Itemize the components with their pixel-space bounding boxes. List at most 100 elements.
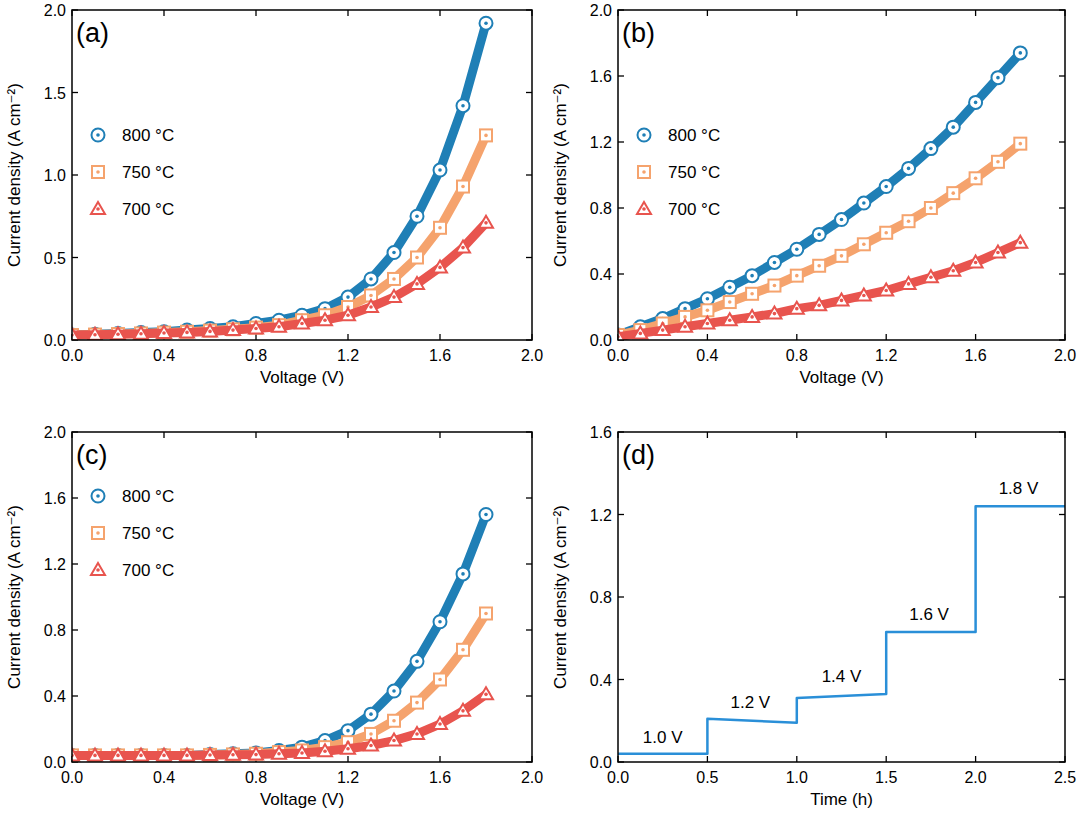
x-tick	[347, 334, 348, 340]
data-point	[273, 319, 285, 331]
marker-dot	[392, 251, 396, 255]
x-axis-label: Time (h)	[810, 790, 873, 809]
data-point	[411, 252, 423, 264]
data-point	[457, 181, 469, 193]
data-point	[135, 749, 148, 762]
x-tick-top	[886, 432, 887, 438]
data-point	[745, 310, 759, 322]
data-point	[925, 202, 937, 214]
series-band	[618, 53, 1020, 335]
marker-dot	[728, 300, 732, 304]
marker-dot	[346, 729, 350, 733]
x-tick-label: 0.0	[607, 769, 629, 786]
legend-marker	[92, 490, 105, 503]
y-tick	[72, 497, 78, 498]
data-point	[433, 717, 447, 729]
marker-dot	[817, 304, 821, 308]
series-band	[618, 243, 1020, 337]
marker-dot	[929, 276, 933, 280]
x-tick	[886, 334, 887, 340]
data-point	[227, 747, 240, 760]
data-point	[991, 71, 1004, 84]
y-tick-right	[1059, 141, 1065, 142]
marker-dot	[907, 282, 911, 286]
marker-dot	[116, 332, 120, 336]
marker-dot	[706, 297, 710, 301]
y-tick	[72, 257, 78, 258]
data-point	[858, 238, 870, 250]
marker-dot	[346, 313, 350, 317]
legend-label: 700 °C	[668, 200, 720, 219]
data-point	[272, 320, 286, 332]
x-tick-label: 1.6	[429, 769, 451, 786]
x-tick-label: 2.5	[1054, 769, 1076, 786]
data-point	[480, 608, 492, 620]
marker-dot	[484, 134, 488, 138]
marker-dot	[415, 214, 419, 218]
y-tick-label: 0.0	[590, 332, 612, 349]
marker-dot	[750, 315, 754, 319]
marker-dot	[929, 206, 933, 210]
x-tick-top	[796, 10, 797, 16]
marker-dot	[706, 322, 710, 326]
y-tick-right	[1059, 207, 1065, 208]
marker-dot	[415, 701, 419, 705]
marker-dot	[346, 747, 350, 751]
x-tick	[707, 334, 708, 340]
data-point	[480, 508, 493, 521]
data-point	[249, 748, 263, 760]
x-tick	[975, 334, 976, 340]
marker-dot	[93, 754, 97, 758]
x-tick-label: 1.0	[786, 769, 808, 786]
y-tick-right	[1059, 596, 1065, 597]
y-tick	[72, 563, 78, 564]
marker-dot	[438, 168, 442, 172]
marker-dot	[884, 289, 888, 293]
marker-dot	[185, 754, 189, 758]
marker-dot	[93, 754, 97, 758]
marker-dot	[862, 243, 866, 247]
y-tick	[618, 514, 624, 515]
y-tick-label: 1.6	[590, 68, 612, 85]
x-tick-label: 2.0	[1054, 347, 1076, 364]
y-tick-label: 0.5	[44, 250, 66, 267]
x-axis-label: Voltage (V)	[799, 368, 883, 387]
y-tick-label: 0.8	[590, 589, 612, 606]
data-point	[112, 749, 125, 762]
marker-dot	[254, 753, 258, 757]
legend-marker	[638, 166, 650, 178]
data-point	[903, 215, 915, 227]
y-axis-label: Current density (A cm⁻²)	[551, 505, 570, 689]
marker-dot	[773, 312, 777, 316]
panel-label: (b)	[622, 18, 655, 48]
legend-marker	[92, 166, 104, 178]
data-point	[410, 277, 424, 289]
legend-label: 700 °C	[122, 200, 174, 219]
y-tick-label: 1.5	[44, 85, 66, 102]
marker-dot	[392, 739, 396, 743]
marker-dot	[484, 513, 488, 517]
data-point	[857, 288, 871, 300]
data-point	[791, 270, 803, 282]
marker-dot	[116, 754, 120, 758]
annotation: 1.8 V	[999, 479, 1039, 498]
marker-dot	[1019, 51, 1023, 55]
marker-dot	[996, 251, 1000, 255]
marker-dot	[974, 101, 978, 105]
data-point	[388, 715, 400, 727]
data-point	[992, 156, 1004, 168]
y-tick-label: 0.8	[44, 622, 66, 639]
marker-dot	[996, 76, 1000, 80]
y-tick-label: 0.8	[590, 200, 612, 217]
marker-dot	[817, 233, 821, 237]
x-tick-label: 0.4	[696, 347, 718, 364]
marker-dot	[484, 221, 488, 225]
data-point	[880, 180, 893, 193]
marker-dot	[208, 753, 212, 757]
y-tick-right	[526, 497, 532, 498]
data-point	[158, 327, 170, 339]
data-point	[411, 655, 424, 668]
marker-dot	[929, 147, 933, 151]
frame	[72, 432, 532, 762]
marker-dot	[139, 754, 143, 758]
